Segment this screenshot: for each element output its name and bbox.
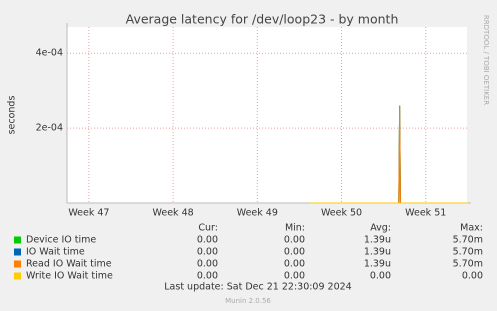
x-tick-label: Week 51 [405, 208, 446, 219]
legend-value: 1.39u [364, 247, 391, 258]
legend-label: IO Wait time [26, 247, 85, 258]
legend-swatch [14, 236, 21, 244]
chart-title: Average latency for /dev/loop23 - by mon… [126, 12, 399, 27]
legend-value: 0.00 [284, 271, 305, 282]
legend-swatch [14, 272, 21, 280]
side-note: RRDTOOL / TOBI OETIKER [482, 15, 490, 105]
legend-value: 0.00 [284, 259, 305, 270]
x-tick-label: Week 47 [68, 208, 109, 219]
legend-value: 1.39u [364, 259, 391, 270]
legend-swatch [14, 260, 21, 268]
y-tick-label: 2e-04 [36, 123, 63, 134]
legend-value: 5.70m [453, 235, 483, 246]
legend-label: Device IO time [26, 235, 96, 246]
legend-value: 0.00 [197, 247, 218, 258]
legend-header: Avg: [370, 223, 391, 234]
legend-value: 5.70m [453, 247, 483, 258]
legend-swatch [14, 248, 21, 256]
legend-header: Max: [460, 223, 483, 234]
legend-label: Read IO Wait time [26, 259, 112, 270]
y-tick-label: 4e-04 [36, 48, 63, 59]
x-tick-label: Week 50 [321, 208, 362, 219]
legend-value: 1.39u [364, 235, 391, 246]
legend-value: 0.00 [462, 271, 483, 282]
legend-header: Cur: [198, 223, 218, 234]
legend-value: 0.00 [284, 247, 305, 258]
legend-value: 0.00 [284, 235, 305, 246]
x-tick-label: Week 49 [237, 208, 278, 219]
legend-value: 0.00 [370, 271, 391, 282]
legend-value: 0.00 [197, 271, 218, 282]
legend-header: Min: [285, 223, 305, 234]
x-tick-label: Week 48 [153, 208, 194, 219]
legend-label: Write IO Wait time [26, 271, 113, 282]
legend-value: 0.00 [197, 259, 218, 270]
last-update: Last update: Sat Dec 21 22:30:09 2024 [164, 282, 351, 293]
y-axis-label: seconds [7, 96, 18, 135]
legend-value: 0.00 [197, 235, 218, 246]
footer: Munin 2.0.56 [225, 297, 271, 305]
legend-value: 5.70m [453, 259, 483, 270]
